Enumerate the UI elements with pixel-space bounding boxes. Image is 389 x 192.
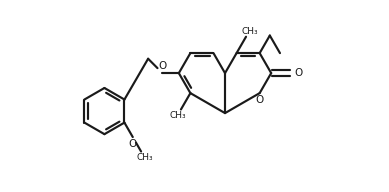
Text: O: O [256,95,264,105]
Text: O: O [158,61,166,71]
Text: CH₃: CH₃ [136,153,153,162]
Text: O: O [129,139,137,149]
Text: CH₃: CH₃ [169,111,186,120]
Text: O: O [294,68,303,78]
Text: CH₃: CH₃ [242,27,258,36]
